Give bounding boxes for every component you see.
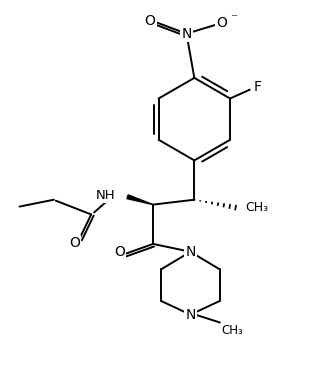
Text: CH₃: CH₃: [222, 325, 244, 337]
Text: N: N: [185, 308, 196, 322]
Text: NH: NH: [96, 189, 116, 202]
Text: O: O: [69, 236, 80, 250]
Text: N: N: [185, 245, 196, 259]
Text: F: F: [254, 80, 262, 94]
Text: O: O: [216, 16, 227, 30]
Polygon shape: [127, 195, 153, 205]
Text: O: O: [114, 245, 125, 259]
Text: O: O: [145, 14, 155, 28]
Text: N: N: [181, 27, 192, 41]
Text: ⁻: ⁻: [230, 12, 237, 25]
Text: CH₃: CH₃: [246, 201, 269, 214]
